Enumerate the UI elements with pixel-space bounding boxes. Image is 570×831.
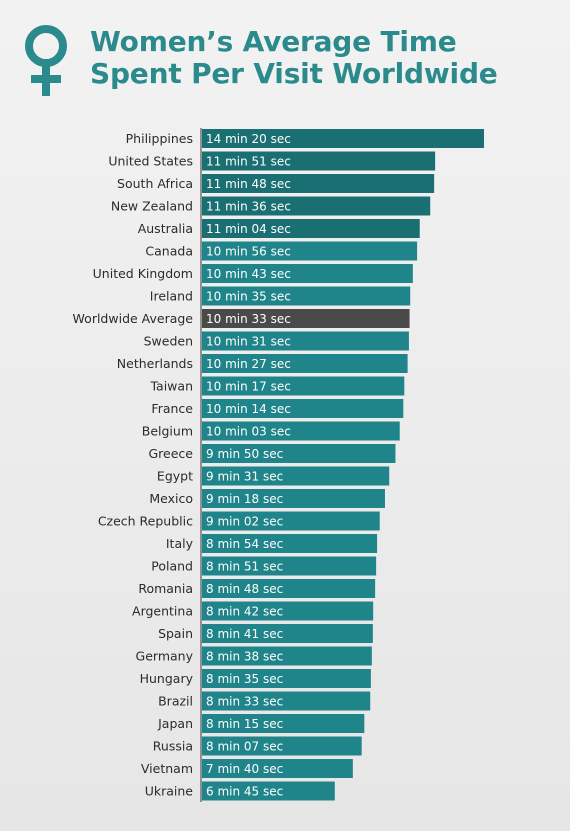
- bar-ukraine: [202, 781, 335, 801]
- title-line-1: Women’s Average Time: [90, 25, 457, 58]
- category-label: Australia: [138, 221, 193, 236]
- category-label: Netherlands: [117, 356, 193, 371]
- bar-australia: [202, 219, 420, 238]
- category-label: Poland: [151, 559, 193, 574]
- category-label: Japan: [157, 716, 193, 731]
- bar-value-label: 10 min 43 sec: [206, 267, 291, 281]
- bar-value-label: 7 min 40 sec: [206, 762, 283, 776]
- bar-canada: [202, 241, 418, 261]
- bar-greece: [202, 444, 396, 463]
- bar-spain: [202, 624, 373, 643]
- bar-value-label: 10 min 31 sec: [206, 335, 291, 349]
- bar-value-label: 10 min 03 sec: [206, 425, 291, 439]
- category-label: Ireland: [150, 289, 193, 304]
- category-label: Ukraine: [145, 784, 194, 799]
- category-label: Spain: [158, 626, 193, 641]
- category-label: United States: [108, 154, 193, 169]
- bar-belgium: [202, 421, 400, 441]
- title-line-2: Spent Per Visit Worldwide: [90, 57, 498, 90]
- category-label: Canada: [145, 244, 193, 259]
- bar-value-label: 8 min 33 sec: [206, 695, 283, 709]
- bar-france: [202, 399, 404, 418]
- bar-argentina: [202, 601, 374, 621]
- bar-brazil: [202, 691, 371, 711]
- bar-value-label: 8 min 07 sec: [206, 740, 283, 754]
- female-symbol-icon: [25, 25, 67, 96]
- bar-taiwan: [202, 376, 405, 396]
- category-label: United Kingdom: [93, 266, 193, 281]
- category-label: Argentina: [132, 604, 193, 619]
- bar-worldwide-average: [202, 309, 410, 328]
- category-label: Egypt: [157, 469, 193, 484]
- bar-japan: [202, 714, 365, 733]
- bar-value-label: 10 min 27 sec: [206, 357, 291, 371]
- bar-value-label: 10 min 35 sec: [206, 290, 291, 304]
- category-label: Vietnam: [141, 761, 193, 776]
- category-label: New Zealand: [111, 199, 193, 214]
- bar-value-label: 9 min 02 sec: [206, 515, 283, 529]
- bar-poland: [202, 556, 377, 576]
- category-label: Brazil: [158, 694, 193, 709]
- bar-value-label: 8 min 42 sec: [206, 605, 283, 619]
- bar-value-label: 8 min 54 sec: [206, 537, 283, 551]
- category-label: Sweden: [144, 334, 193, 349]
- category-label: Hungary: [140, 671, 194, 686]
- category-label: Mexico: [149, 491, 193, 506]
- bar-united-kingdom: [202, 264, 413, 283]
- bar-netherlands: [202, 354, 408, 373]
- bar-south-africa: [202, 174, 435, 193]
- bar-czech-republic: [202, 511, 380, 531]
- bar-value-label: 10 min 56 sec: [206, 245, 291, 259]
- bar-value-label: 8 min 41 sec: [206, 627, 283, 641]
- bar-value-label: 11 min 51 sec: [206, 155, 291, 169]
- category-label: Worldwide Average: [73, 311, 194, 326]
- bar-value-label: 8 min 51 sec: [206, 560, 283, 574]
- category-label: France: [151, 401, 193, 416]
- bar-value-label: 11 min 04 sec: [206, 222, 291, 236]
- bar-value-label: 11 min 36 sec: [206, 200, 291, 214]
- bar-new-zealand: [202, 196, 431, 216]
- bar-italy: [202, 534, 378, 553]
- bar-romania: [202, 579, 376, 598]
- bar-value-label: 14 min 20 sec: [206, 132, 291, 146]
- category-label: Russia: [153, 739, 193, 754]
- page-title: Women’s Average Time Spent Per Visit Wor…: [90, 26, 498, 90]
- bar-value-label: 8 min 15 sec: [206, 717, 283, 731]
- category-label: Czech Republic: [98, 514, 193, 529]
- bar-value-label: 8 min 38 sec: [206, 650, 283, 664]
- bar-value-label: 8 min 48 sec: [206, 582, 283, 596]
- bar-philippines: [202, 129, 484, 148]
- header: Women’s Average Time Spent Per Visit Wor…: [18, 20, 558, 100]
- category-label: Greece: [149, 446, 194, 461]
- bar-mexico: [202, 489, 385, 508]
- category-label: Germany: [136, 649, 194, 664]
- bar-value-label: 9 min 31 sec: [206, 470, 283, 484]
- category-label: Romania: [138, 581, 193, 596]
- bar-ireland: [202, 286, 411, 306]
- bar-value-label: 10 min 14 sec: [206, 402, 291, 416]
- bar-egypt: [202, 466, 390, 486]
- category-label: South Africa: [117, 176, 193, 191]
- bar-value-label: 8 min 35 sec: [206, 672, 283, 686]
- bar-germany: [202, 646, 372, 666]
- category-label: Italy: [166, 536, 194, 551]
- bar-value-label: 9 min 50 sec: [206, 447, 283, 461]
- category-label: Philippines: [126, 131, 193, 146]
- bar-value-label: 6 min 45 sec: [206, 785, 283, 799]
- bar-value-label: 10 min 17 sec: [206, 380, 291, 394]
- bar-hungary: [202, 669, 371, 688]
- bar-united-states: [202, 151, 436, 171]
- bar-russia: [202, 736, 362, 756]
- bar-sweden: [202, 331, 409, 351]
- bar-value-label: 11 min 48 sec: [206, 177, 291, 191]
- bar-vietnam: [202, 759, 353, 778]
- category-label: Belgium: [142, 424, 193, 439]
- category-label: Taiwan: [149, 379, 193, 394]
- bar-value-label: 10 min 33 sec: [206, 312, 291, 326]
- bar-value-label: 9 min 18 sec: [206, 492, 283, 506]
